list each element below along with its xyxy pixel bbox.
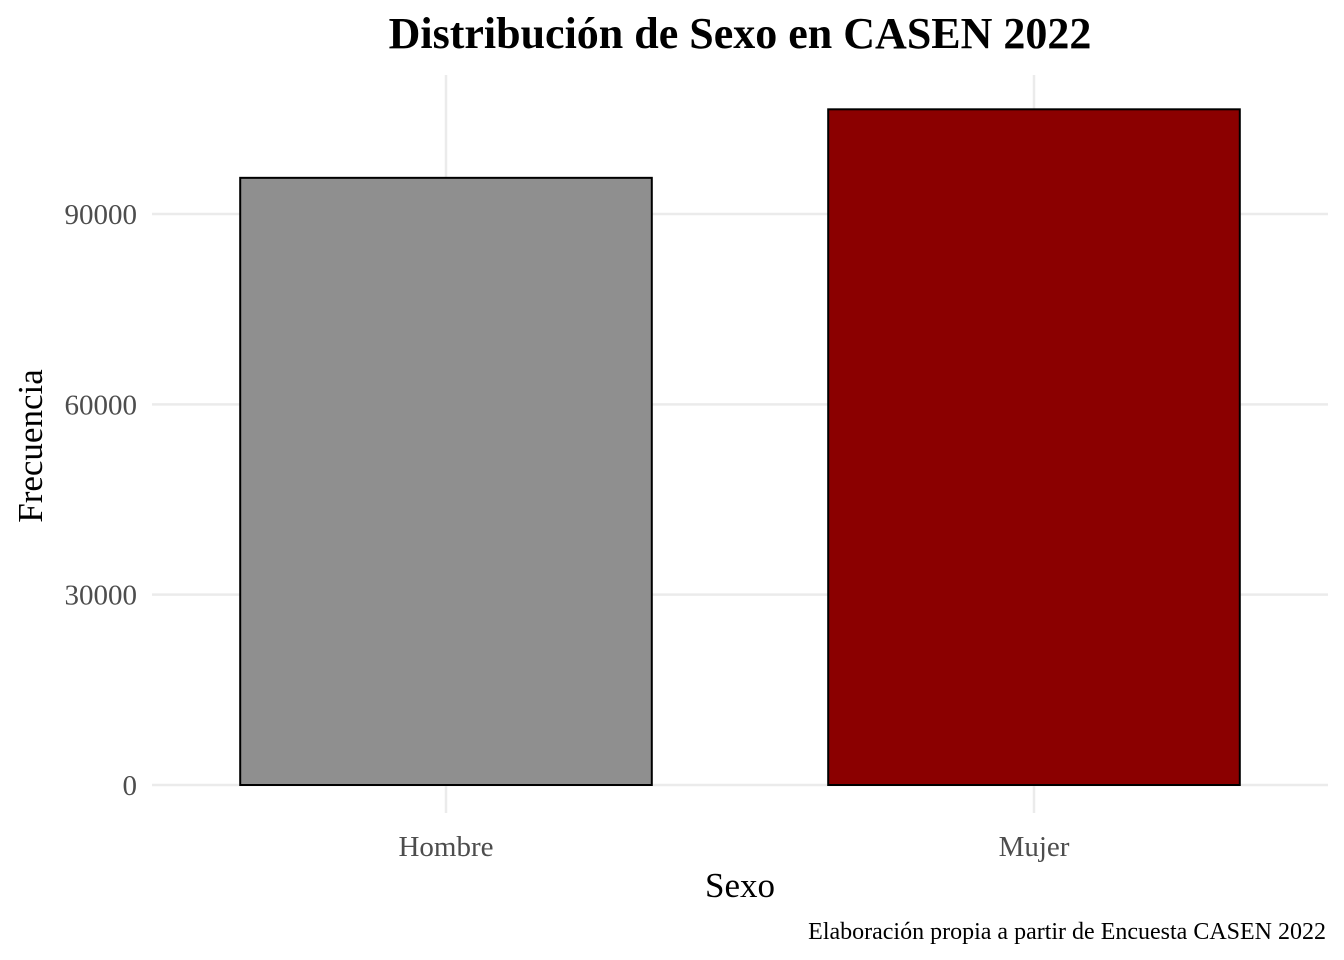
y-tick-label: 0 <box>123 770 138 802</box>
y-tick-label: 30000 <box>65 580 138 612</box>
y-axis-title: Frecuencia <box>11 369 50 523</box>
bars <box>239 108 1241 787</box>
tick-labels: 0 30000 60000 90000 Hombre Mujer <box>65 199 1070 863</box>
chart-caption: Elaboración propia a partir de Encuesta … <box>808 919 1326 945</box>
x-axis-title: Sexo <box>705 866 775 905</box>
y-tick-label: 60000 <box>65 389 138 421</box>
x-tick-label: Mujer <box>999 831 1070 863</box>
bar-hombre <box>239 176 653 786</box>
chart-title: Distribución de Sexo en CASEN 2022 <box>389 9 1092 58</box>
x-tick-label: Hombre <box>398 831 493 863</box>
bar-mujer <box>827 108 1241 787</box>
y-tick-label: 90000 <box>65 199 138 231</box>
